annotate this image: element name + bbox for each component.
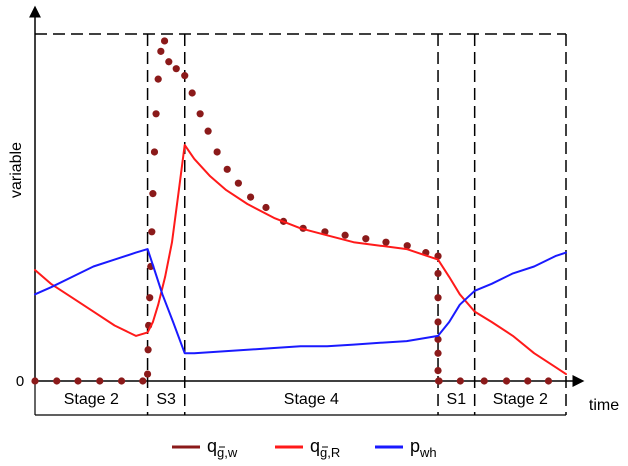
data-point (149, 190, 157, 198)
data-point (341, 231, 349, 239)
data-point (382, 238, 390, 246)
data-point (362, 235, 370, 243)
data-point (434, 318, 442, 326)
series-2 (34, 248, 567, 355)
data-point (150, 148, 159, 156)
data-point (143, 370, 152, 378)
data-point (139, 377, 147, 385)
data-point (262, 203, 270, 212)
series-line (34, 144, 567, 376)
data-point (434, 335, 442, 343)
data-point (403, 242, 411, 250)
stage-label: Stage 4 (284, 391, 339, 408)
data-point (165, 58, 173, 66)
data-point (53, 377, 61, 385)
legend-entry: qg,R (310, 436, 340, 460)
stage-labels: Stage 2 S3 Stage 4 S1 Stage 2 (64, 391, 548, 408)
legend-entry: qg,w (207, 436, 238, 460)
legend: qg,w qg,R pwh (172, 436, 437, 460)
data-point (157, 47, 165, 55)
series-1 (34, 144, 567, 376)
data-point (435, 377, 443, 385)
data-point (154, 75, 162, 83)
stage-dividers (146, 34, 476, 415)
series-layer (31, 37, 567, 385)
data-point (246, 193, 255, 201)
data-point (172, 65, 180, 73)
data-point (434, 349, 442, 357)
data-point (524, 377, 532, 385)
data-point (480, 377, 488, 385)
data-point (223, 165, 231, 173)
data-point (31, 377, 39, 385)
data-point (434, 269, 442, 278)
plot-frame (29, 5, 585, 416)
data-point (117, 377, 126, 385)
data-point (96, 377, 104, 385)
data-point (434, 366, 442, 375)
series-line (34, 248, 567, 355)
stage-label: S3 (156, 391, 176, 408)
data-point (456, 377, 464, 385)
data-point (196, 110, 204, 118)
data-point (434, 252, 442, 260)
data-point (234, 179, 242, 187)
data-point (160, 37, 169, 45)
data-point (434, 294, 442, 302)
data-point (544, 377, 553, 385)
data-point (146, 294, 154, 302)
data-point (213, 148, 221, 156)
data-point (74, 377, 82, 385)
data-point (152, 110, 160, 118)
series-0 (31, 37, 553, 385)
data-point (181, 72, 189, 80)
stage-label: S1 (447, 391, 467, 408)
data-point (144, 346, 152, 354)
y-axis-label: variable (8, 142, 25, 198)
data-point (148, 228, 156, 236)
data-point (502, 377, 511, 385)
data-point (204, 127, 212, 135)
data-point (188, 89, 196, 97)
stage-label: Stage 2 (64, 391, 119, 408)
legend-entry: pwh (410, 436, 437, 460)
stage-label: Stage 2 (493, 391, 548, 408)
y-zero-label: 0 (16, 373, 24, 390)
x-axis-label: time (589, 397, 619, 414)
